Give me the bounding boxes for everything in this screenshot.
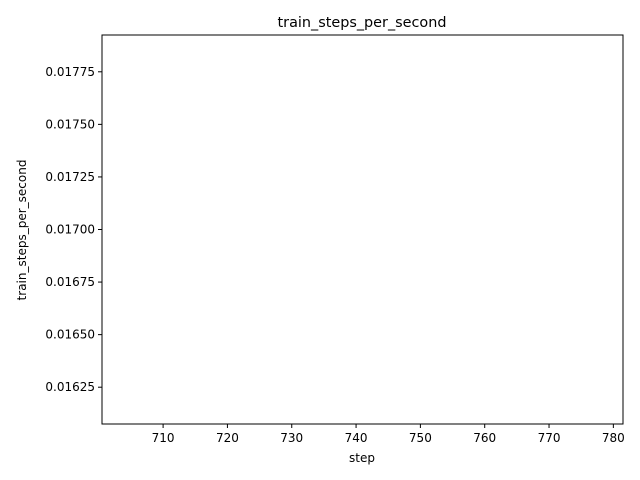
x-tick-label: 760 xyxy=(473,431,496,445)
y-tick-label: 0.01750 xyxy=(45,117,95,131)
x-axis-label: step xyxy=(349,451,375,465)
x-tick-label: 780 xyxy=(602,431,625,445)
x-tick-label: 740 xyxy=(345,431,368,445)
y-tick-label: 0.01650 xyxy=(45,328,95,342)
y-tick-label: 0.01675 xyxy=(45,275,95,289)
x-tick-label: 720 xyxy=(216,431,239,445)
x-axis-ticks: 710 720 730 740 750 760 770 780 xyxy=(152,424,625,445)
x-tick-label: 770 xyxy=(538,431,561,445)
y-axis-label: train_steps_per_second xyxy=(15,160,29,301)
x-tick-label: 750 xyxy=(409,431,432,445)
y-tick-label: 0.01625 xyxy=(45,380,95,394)
y-tick-label: 0.01725 xyxy=(45,170,95,184)
x-tick-label: 730 xyxy=(280,431,303,445)
y-axis-ticks: 0.01625 0.01650 0.01675 0.01700 0.01725 0.017… xyxy=(45,65,102,394)
chart-title: train_steps_per_second xyxy=(278,15,447,31)
y-tick-label: 0.01775 xyxy=(45,65,95,79)
x-tick-label: 710 xyxy=(152,431,175,445)
y-tick-label: 0.01700 xyxy=(45,223,95,237)
